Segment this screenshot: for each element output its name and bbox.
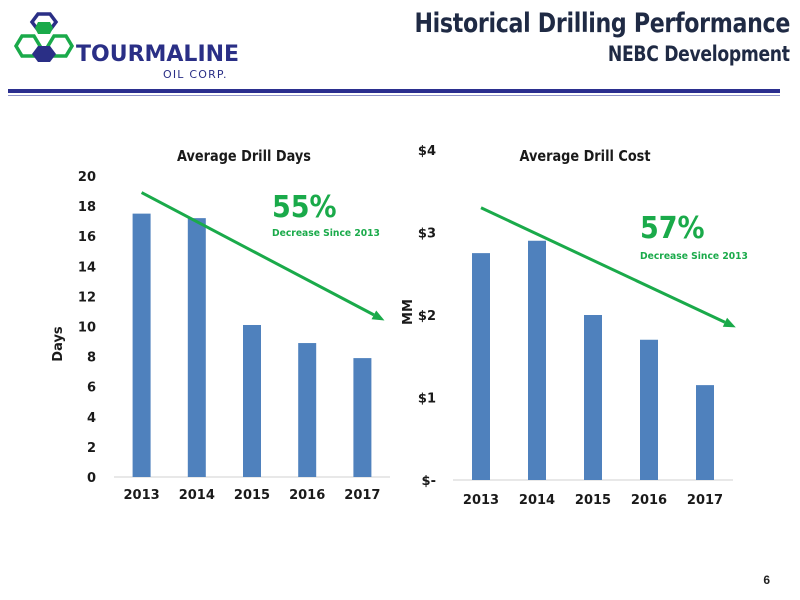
- days-bar: [243, 324, 261, 477]
- cost-y-tick-label: $4: [418, 144, 436, 159]
- cost-bar: [696, 385, 714, 480]
- cost-x-tick-label: 2017: [687, 493, 723, 508]
- days-x-tick-label: 2015: [234, 488, 270, 503]
- days-y-tick-label: 2: [87, 441, 96, 456]
- cost-x-tick-label: 2015: [575, 493, 611, 508]
- days-trend-arrow-line: [140, 191, 375, 317]
- cost-trend-arrow-line: [480, 206, 726, 324]
- days-x-tick-label: 2014: [179, 488, 215, 503]
- days-x-tick-label: 2017: [344, 488, 380, 503]
- days-y-tick-label: 18: [78, 200, 96, 215]
- cost-bar: [640, 339, 658, 480]
- days-annotation-text: Decrease Since 2013: [272, 228, 380, 239]
- logo-sub-text: OIL CORP.: [163, 68, 228, 81]
- cost-annotation-text: Decrease Since 2013: [640, 251, 748, 262]
- days-y-tick-label: 6: [87, 381, 96, 396]
- cost-y-tick-label: $3: [418, 227, 436, 242]
- days-bar: [298, 343, 317, 477]
- cost-annotation-value: 57%: [640, 211, 705, 246]
- cost-bar: [528, 240, 546, 480]
- days-y-axis-label: Days: [51, 326, 66, 362]
- cost-y-tick-label: $1: [418, 392, 436, 407]
- cost-x-tick-label: 2014: [519, 493, 555, 508]
- days-y-tick-label: 12: [78, 290, 96, 305]
- days-y-tick-label: 4: [87, 411, 96, 426]
- cost-bar: [472, 253, 490, 480]
- cost-trend-arrow-head: [722, 317, 736, 328]
- days-annotation-value: 55%: [272, 190, 337, 225]
- cost-y-tick-label: $-: [422, 474, 436, 489]
- cost-x-tick-label: 2016: [631, 493, 667, 508]
- header-rule-thin: [8, 95, 780, 96]
- days-x-tick-label: 2016: [289, 488, 325, 503]
- company-logo: TOURMALINE OIL CORP.: [13, 12, 239, 81]
- page-subtitle: NEBC Development: [608, 42, 790, 66]
- cost-bar: [584, 315, 602, 480]
- cost-y-tick-label: $2: [418, 309, 436, 324]
- days-y-tick-label: 8: [87, 351, 96, 366]
- days-bar: [353, 358, 372, 477]
- days-bar: [187, 218, 206, 477]
- days-trend-arrow-head: [371, 310, 385, 321]
- cost-x-tick-label: 2013: [463, 493, 499, 508]
- days-chart-title: Average Drill Days: [177, 148, 311, 165]
- days-y-tick-label: 14: [78, 260, 96, 275]
- days-y-tick-label: 16: [78, 230, 96, 245]
- page-title: Historical Drilling Performance: [414, 8, 790, 39]
- cost-chart-title: Average Drill Cost: [519, 148, 650, 165]
- logo-company-text: TOURMALINE: [76, 42, 239, 67]
- page-number: 6: [763, 573, 770, 587]
- days-y-tick-label: 10: [78, 321, 96, 336]
- header-rule: [8, 89, 780, 93]
- days-y-tick-label: 20: [78, 170, 96, 185]
- days-bar: [132, 213, 151, 477]
- days-y-tick-label: 0: [87, 471, 96, 486]
- hexagon-logo-icon: [13, 12, 75, 62]
- cost-y-axis-label: MM: [401, 299, 416, 325]
- days-x-tick-label: 2013: [124, 488, 160, 503]
